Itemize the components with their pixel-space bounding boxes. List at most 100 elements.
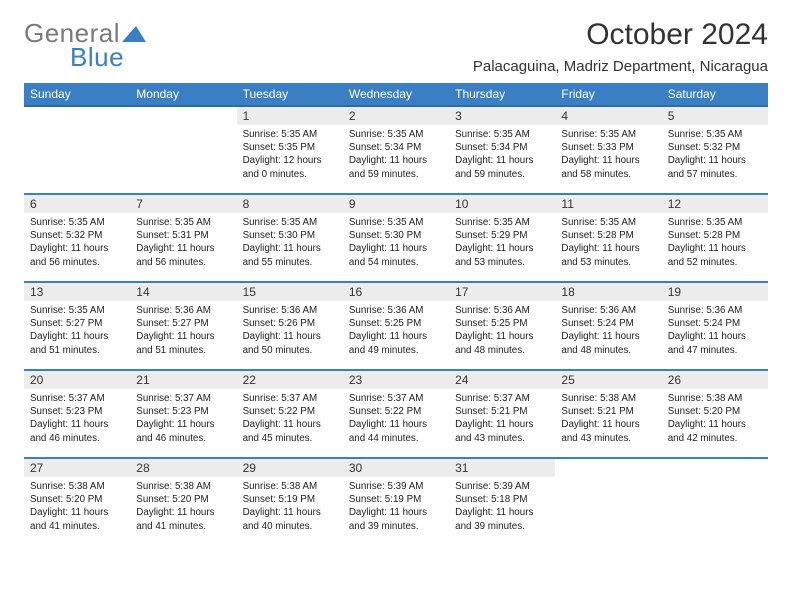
day-details: Sunrise: 5:35 AMSunset: 5:33 PMDaylight:… bbox=[555, 125, 661, 187]
day-header-row: Sunday Monday Tuesday Wednesday Thursday… bbox=[24, 83, 768, 106]
day-details: Sunrise: 5:35 AMSunset: 5:28 PMDaylight:… bbox=[555, 213, 661, 275]
calendar-cell: 30Sunrise: 5:39 AMSunset: 5:19 PMDayligh… bbox=[343, 458, 449, 546]
sunset-text: Sunset: 5:28 PM bbox=[668, 229, 762, 242]
daylight-text: Daylight: 11 hours and 47 minutes. bbox=[668, 330, 762, 356]
daylight-text: Daylight: 11 hours and 51 minutes. bbox=[30, 330, 124, 356]
day-number: 17 bbox=[449, 283, 555, 301]
day-details: Sunrise: 5:39 AMSunset: 5:18 PMDaylight:… bbox=[449, 477, 555, 539]
sunset-text: Sunset: 5:30 PM bbox=[349, 229, 443, 242]
day-details: Sunrise: 5:35 AMSunset: 5:30 PMDaylight:… bbox=[343, 213, 449, 275]
daylight-text: Daylight: 12 hours and 0 minutes. bbox=[243, 154, 337, 180]
day-number: 18 bbox=[555, 283, 661, 301]
day-details: Sunrise: 5:36 AMSunset: 5:24 PMDaylight:… bbox=[555, 301, 661, 363]
day-header: Tuesday bbox=[237, 83, 343, 106]
sunrise-text: Sunrise: 5:36 AM bbox=[455, 304, 549, 317]
day-number: 28 bbox=[130, 459, 236, 477]
day-number: 8 bbox=[237, 195, 343, 213]
sunset-text: Sunset: 5:19 PM bbox=[349, 493, 443, 506]
calendar-cell: 6Sunrise: 5:35 AMSunset: 5:32 PMDaylight… bbox=[24, 194, 130, 282]
sunset-text: Sunset: 5:32 PM bbox=[30, 229, 124, 242]
daylight-text: Daylight: 11 hours and 41 minutes. bbox=[30, 506, 124, 532]
day-number: 15 bbox=[237, 283, 343, 301]
day-details: Sunrise: 5:36 AMSunset: 5:24 PMDaylight:… bbox=[662, 301, 768, 363]
sunset-text: Sunset: 5:27 PM bbox=[136, 317, 230, 330]
day-details: Sunrise: 5:37 AMSunset: 5:23 PMDaylight:… bbox=[24, 389, 130, 451]
day-number: 16 bbox=[343, 283, 449, 301]
sunset-text: Sunset: 5:35 PM bbox=[243, 141, 337, 154]
day-details: Sunrise: 5:35 AMSunset: 5:32 PMDaylight:… bbox=[662, 125, 768, 187]
day-details: Sunrise: 5:37 AMSunset: 5:23 PMDaylight:… bbox=[130, 389, 236, 451]
daylight-text: Daylight: 11 hours and 55 minutes. bbox=[243, 242, 337, 268]
daylight-text: Daylight: 11 hours and 59 minutes. bbox=[349, 154, 443, 180]
sunset-text: Sunset: 5:34 PM bbox=[349, 141, 443, 154]
sunrise-text: Sunrise: 5:38 AM bbox=[136, 480, 230, 493]
sunrise-text: Sunrise: 5:35 AM bbox=[30, 216, 124, 229]
daylight-text: Daylight: 11 hours and 46 minutes. bbox=[136, 418, 230, 444]
day-details: Sunrise: 5:36 AMSunset: 5:27 PMDaylight:… bbox=[130, 301, 236, 363]
sunrise-text: Sunrise: 5:36 AM bbox=[136, 304, 230, 317]
day-details: Sunrise: 5:35 AMSunset: 5:27 PMDaylight:… bbox=[24, 301, 130, 363]
header: General Blue October 2024 Palacaguina, M… bbox=[24, 18, 768, 75]
day-number: 10 bbox=[449, 195, 555, 213]
day-details: Sunrise: 5:37 AMSunset: 5:22 PMDaylight:… bbox=[343, 389, 449, 451]
calendar-cell: 26Sunrise: 5:38 AMSunset: 5:20 PMDayligh… bbox=[662, 370, 768, 458]
calendar-cell: 13Sunrise: 5:35 AMSunset: 5:27 PMDayligh… bbox=[24, 282, 130, 370]
daylight-text: Daylight: 11 hours and 43 minutes. bbox=[561, 418, 655, 444]
day-number: 20 bbox=[24, 371, 130, 389]
daylight-text: Daylight: 11 hours and 50 minutes. bbox=[243, 330, 337, 356]
day-details: Sunrise: 5:36 AMSunset: 5:26 PMDaylight:… bbox=[237, 301, 343, 363]
daylight-text: Daylight: 11 hours and 43 minutes. bbox=[455, 418, 549, 444]
sunrise-text: Sunrise: 5:38 AM bbox=[561, 392, 655, 405]
daylight-text: Daylight: 11 hours and 46 minutes. bbox=[30, 418, 124, 444]
daylight-text: Daylight: 11 hours and 56 minutes. bbox=[136, 242, 230, 268]
daylight-text: Daylight: 11 hours and 51 minutes. bbox=[136, 330, 230, 356]
day-number: 14 bbox=[130, 283, 236, 301]
calendar-cell: 16Sunrise: 5:36 AMSunset: 5:25 PMDayligh… bbox=[343, 282, 449, 370]
sunset-text: Sunset: 5:34 PM bbox=[455, 141, 549, 154]
day-number: 21 bbox=[130, 371, 236, 389]
calendar-cell: 22Sunrise: 5:37 AMSunset: 5:22 PMDayligh… bbox=[237, 370, 343, 458]
sunrise-text: Sunrise: 5:38 AM bbox=[243, 480, 337, 493]
sunrise-text: Sunrise: 5:36 AM bbox=[243, 304, 337, 317]
sunset-text: Sunset: 5:22 PM bbox=[243, 405, 337, 418]
sunrise-text: Sunrise: 5:35 AM bbox=[243, 128, 337, 141]
sunrise-text: Sunrise: 5:35 AM bbox=[349, 128, 443, 141]
day-details: Sunrise: 5:38 AMSunset: 5:20 PMDaylight:… bbox=[24, 477, 130, 539]
day-number: 29 bbox=[237, 459, 343, 477]
day-number: 23 bbox=[343, 371, 449, 389]
day-details: Sunrise: 5:39 AMSunset: 5:19 PMDaylight:… bbox=[343, 477, 449, 539]
daylight-text: Daylight: 11 hours and 39 minutes. bbox=[455, 506, 549, 532]
day-number: 13 bbox=[24, 283, 130, 301]
calendar-cell: 3Sunrise: 5:35 AMSunset: 5:34 PMDaylight… bbox=[449, 106, 555, 194]
daylight-text: Daylight: 11 hours and 40 minutes. bbox=[243, 506, 337, 532]
sunset-text: Sunset: 5:25 PM bbox=[455, 317, 549, 330]
day-header: Thursday bbox=[449, 83, 555, 106]
day-number: 4 bbox=[555, 107, 661, 125]
calendar-cell: 18Sunrise: 5:36 AMSunset: 5:24 PMDayligh… bbox=[555, 282, 661, 370]
calendar-cell: 5Sunrise: 5:35 AMSunset: 5:32 PMDaylight… bbox=[662, 106, 768, 194]
daylight-text: Daylight: 11 hours and 45 minutes. bbox=[243, 418, 337, 444]
day-number: 27 bbox=[24, 459, 130, 477]
calendar-cell bbox=[24, 106, 130, 194]
sunrise-text: Sunrise: 5:38 AM bbox=[30, 480, 124, 493]
day-details: Sunrise: 5:38 AMSunset: 5:19 PMDaylight:… bbox=[237, 477, 343, 539]
calendar-cell: 21Sunrise: 5:37 AMSunset: 5:23 PMDayligh… bbox=[130, 370, 236, 458]
calendar-cell: 9Sunrise: 5:35 AMSunset: 5:30 PMDaylight… bbox=[343, 194, 449, 282]
day-details: Sunrise: 5:35 AMSunset: 5:34 PMDaylight:… bbox=[343, 125, 449, 187]
day-number: 25 bbox=[555, 371, 661, 389]
sunset-text: Sunset: 5:22 PM bbox=[349, 405, 443, 418]
sunrise-text: Sunrise: 5:39 AM bbox=[455, 480, 549, 493]
title-block: October 2024 Palacaguina, Madriz Departm… bbox=[473, 18, 768, 75]
day-header: Monday bbox=[130, 83, 236, 106]
day-details: Sunrise: 5:35 AMSunset: 5:35 PMDaylight:… bbox=[237, 125, 343, 187]
daylight-text: Daylight: 11 hours and 57 minutes. bbox=[668, 154, 762, 180]
day-number: 22 bbox=[237, 371, 343, 389]
calendar-cell: 15Sunrise: 5:36 AMSunset: 5:26 PMDayligh… bbox=[237, 282, 343, 370]
sunrise-text: Sunrise: 5:36 AM bbox=[349, 304, 443, 317]
calendar-cell: 23Sunrise: 5:37 AMSunset: 5:22 PMDayligh… bbox=[343, 370, 449, 458]
sunset-text: Sunset: 5:23 PM bbox=[136, 405, 230, 418]
sunset-text: Sunset: 5:20 PM bbox=[30, 493, 124, 506]
day-number: 12 bbox=[662, 195, 768, 213]
sunset-text: Sunset: 5:21 PM bbox=[455, 405, 549, 418]
sunrise-text: Sunrise: 5:35 AM bbox=[668, 216, 762, 229]
